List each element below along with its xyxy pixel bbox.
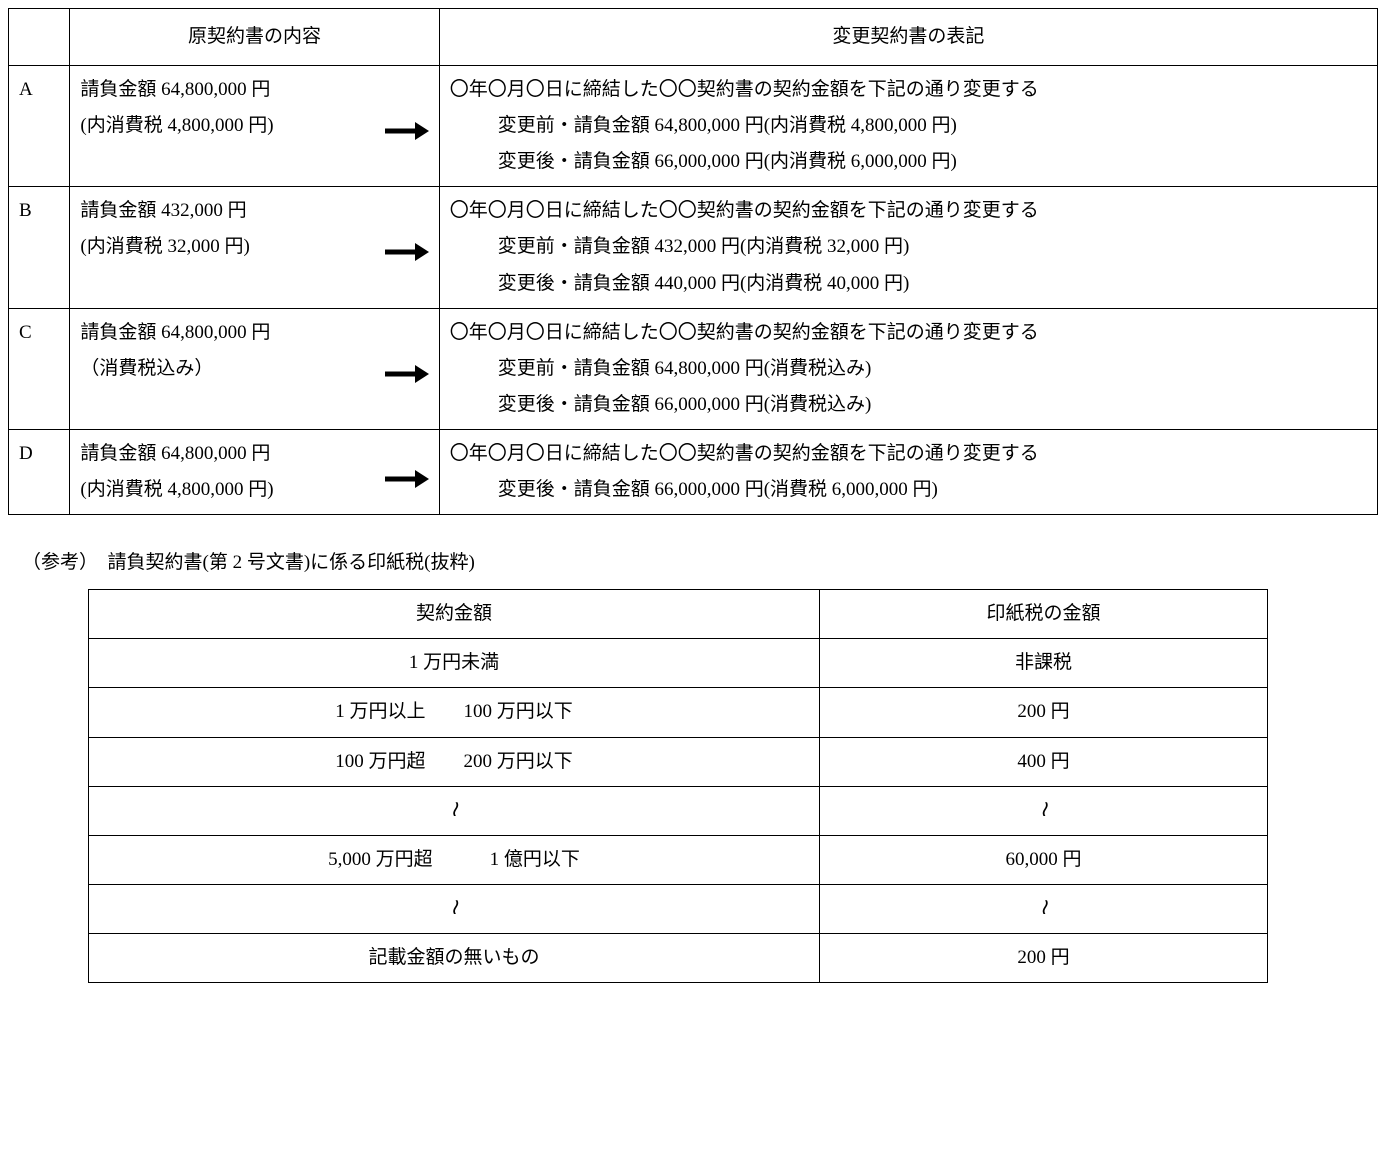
chg-intro: 〇年〇月〇日に締結した〇〇契約書の契約金額を下記の通り変更する [450,193,1367,229]
ref-amount: 5,000 万円超 1 億円以下 [89,835,820,884]
chg-after: 変更後・請負金額 66,000,000 円(内消費税 6,000,000 円) [450,144,1367,180]
table-row: D請負金額 64,800,000 円(内消費税 4,800,000 円)〇年〇月… [9,429,1378,514]
changed-cell: 〇年〇月〇日に締結した〇〇契約書の契約金額を下記の通り変更する変更前・請負金額 … [439,187,1377,308]
ref-tax: 非課税 [819,639,1267,688]
ref-tax: 60,000 円 [819,835,1267,884]
orig-line1: 請負金額 64,800,000 円 [80,315,428,351]
original-cell: 請負金額 64,800,000 円（消費税込み） [70,308,439,429]
table-row: C請負金額 64,800,000 円（消費税込み）〇年〇月〇日に締結した〇〇契約… [9,308,1378,429]
row-id: B [9,187,70,308]
chg-after: 変更後・請負金額 66,000,000 円(消費税込み) [450,387,1367,423]
original-cell: 請負金額 432,000 円(内消費税 32,000 円) [70,187,439,308]
ref-amount: 記載金額の無いもの [89,933,820,982]
chg-intro: 〇年〇月〇日に締結した〇〇契約書の契約金額を下記の通り変更する [450,315,1367,351]
ref-header-tax: 印紙税の金額 [819,590,1267,639]
chg-after: 変更後・請負金額 440,000 円(内消費税 40,000 円) [450,266,1367,302]
ref-amount: ≀ [89,786,820,835]
original-cell: 請負金額 64,800,000 円(内消費税 4,800,000 円) [70,66,439,187]
changed-cell: 〇年〇月〇日に締結した〇〇契約書の契約金額を下記の通り変更する変更前・請負金額 … [439,308,1377,429]
header-changed: 変更契約書の表記 [439,9,1377,66]
ref-header-amount: 契約金額 [89,590,820,639]
orig-line1: 請負金額 64,800,000 円 [80,72,428,108]
chg-before: 変更前・請負金額 432,000 円(内消費税 32,000 円) [450,229,1367,265]
orig-line1: 請負金額 64,800,000 円 [80,436,428,472]
row-id: D [9,429,70,514]
orig-line2: （消費税込み） [80,351,428,387]
ref-row: ≀≀ [89,884,1268,933]
ref-row: 5,000 万円超 1 億円以下60,000 円 [89,835,1268,884]
ref-tax: 400 円 [819,737,1267,786]
ref-tax: ≀ [819,786,1267,835]
chg-after: 変更後・請負金額 66,000,000 円(消費税 6,000,000 円) [450,472,1367,508]
header-original: 原契約書の内容 [70,9,439,66]
contract-comparison-table: 原契約書の内容 変更契約書の表記 A請負金額 64,800,000 円(内消費税… [8,8,1378,515]
orig-line2: (内消費税 4,800,000 円) [80,472,428,508]
ref-row: ≀≀ [89,786,1268,835]
changed-cell: 〇年〇月〇日に締結した〇〇契約書の契約金額を下記の通り変更する変更後・請負金額 … [439,429,1377,514]
arrow-icon [385,243,429,261]
table-row: A請負金額 64,800,000 円(内消費税 4,800,000 円)〇年〇月… [9,66,1378,187]
changed-cell: 〇年〇月〇日に締結した〇〇契約書の契約金額を下記の通り変更する変更前・請負金額 … [439,66,1377,187]
chg-intro: 〇年〇月〇日に締結した〇〇契約書の契約金額を下記の通り変更する [450,72,1367,108]
table-row: B請負金額 432,000 円(内消費税 32,000 円)〇年〇月〇日に締結し… [9,187,1378,308]
ref-amount: 1 万円以上 100 万円以下 [89,688,820,737]
reference-caption: （参考） 請負契約書(第 2 号文書)に係る印紙税(抜粋) [22,545,1383,581]
ref-row: 1 万円以上 100 万円以下200 円 [89,688,1268,737]
orig-line1: 請負金額 432,000 円 [80,193,428,229]
ref-row: 記載金額の無いもの200 円 [89,933,1268,982]
original-cell: 請負金額 64,800,000 円(内消費税 4,800,000 円) [70,429,439,514]
chg-intro: 〇年〇月〇日に締結した〇〇契約書の契約金額を下記の通り変更する [450,436,1367,472]
orig-line2: (内消費税 4,800,000 円) [80,108,428,144]
orig-line2: (内消費税 32,000 円) [80,229,428,265]
arrow-icon [385,365,429,383]
chg-before: 変更前・請負金額 64,800,000 円(消費税込み) [450,351,1367,387]
row-id: A [9,66,70,187]
ref-tax: ≀ [819,884,1267,933]
ref-amount: ≀ [89,884,820,933]
ref-tax: 200 円 [819,688,1267,737]
ref-row: 1 万円未満非課税 [89,639,1268,688]
ref-tax: 200 円 [819,933,1267,982]
chg-before: 変更前・請負金額 64,800,000 円(内消費税 4,800,000 円) [450,108,1367,144]
header-blank [9,9,70,66]
ref-amount: 1 万円未満 [89,639,820,688]
ref-row: 100 万円超 200 万円以下400 円 [89,737,1268,786]
stamp-tax-table: 契約金額 印紙税の金額 1 万円未満非課税1 万円以上 100 万円以下200 … [88,589,1268,983]
arrow-icon [385,122,429,140]
row-id: C [9,308,70,429]
arrow-icon [385,470,429,488]
ref-amount: 100 万円超 200 万円以下 [89,737,820,786]
